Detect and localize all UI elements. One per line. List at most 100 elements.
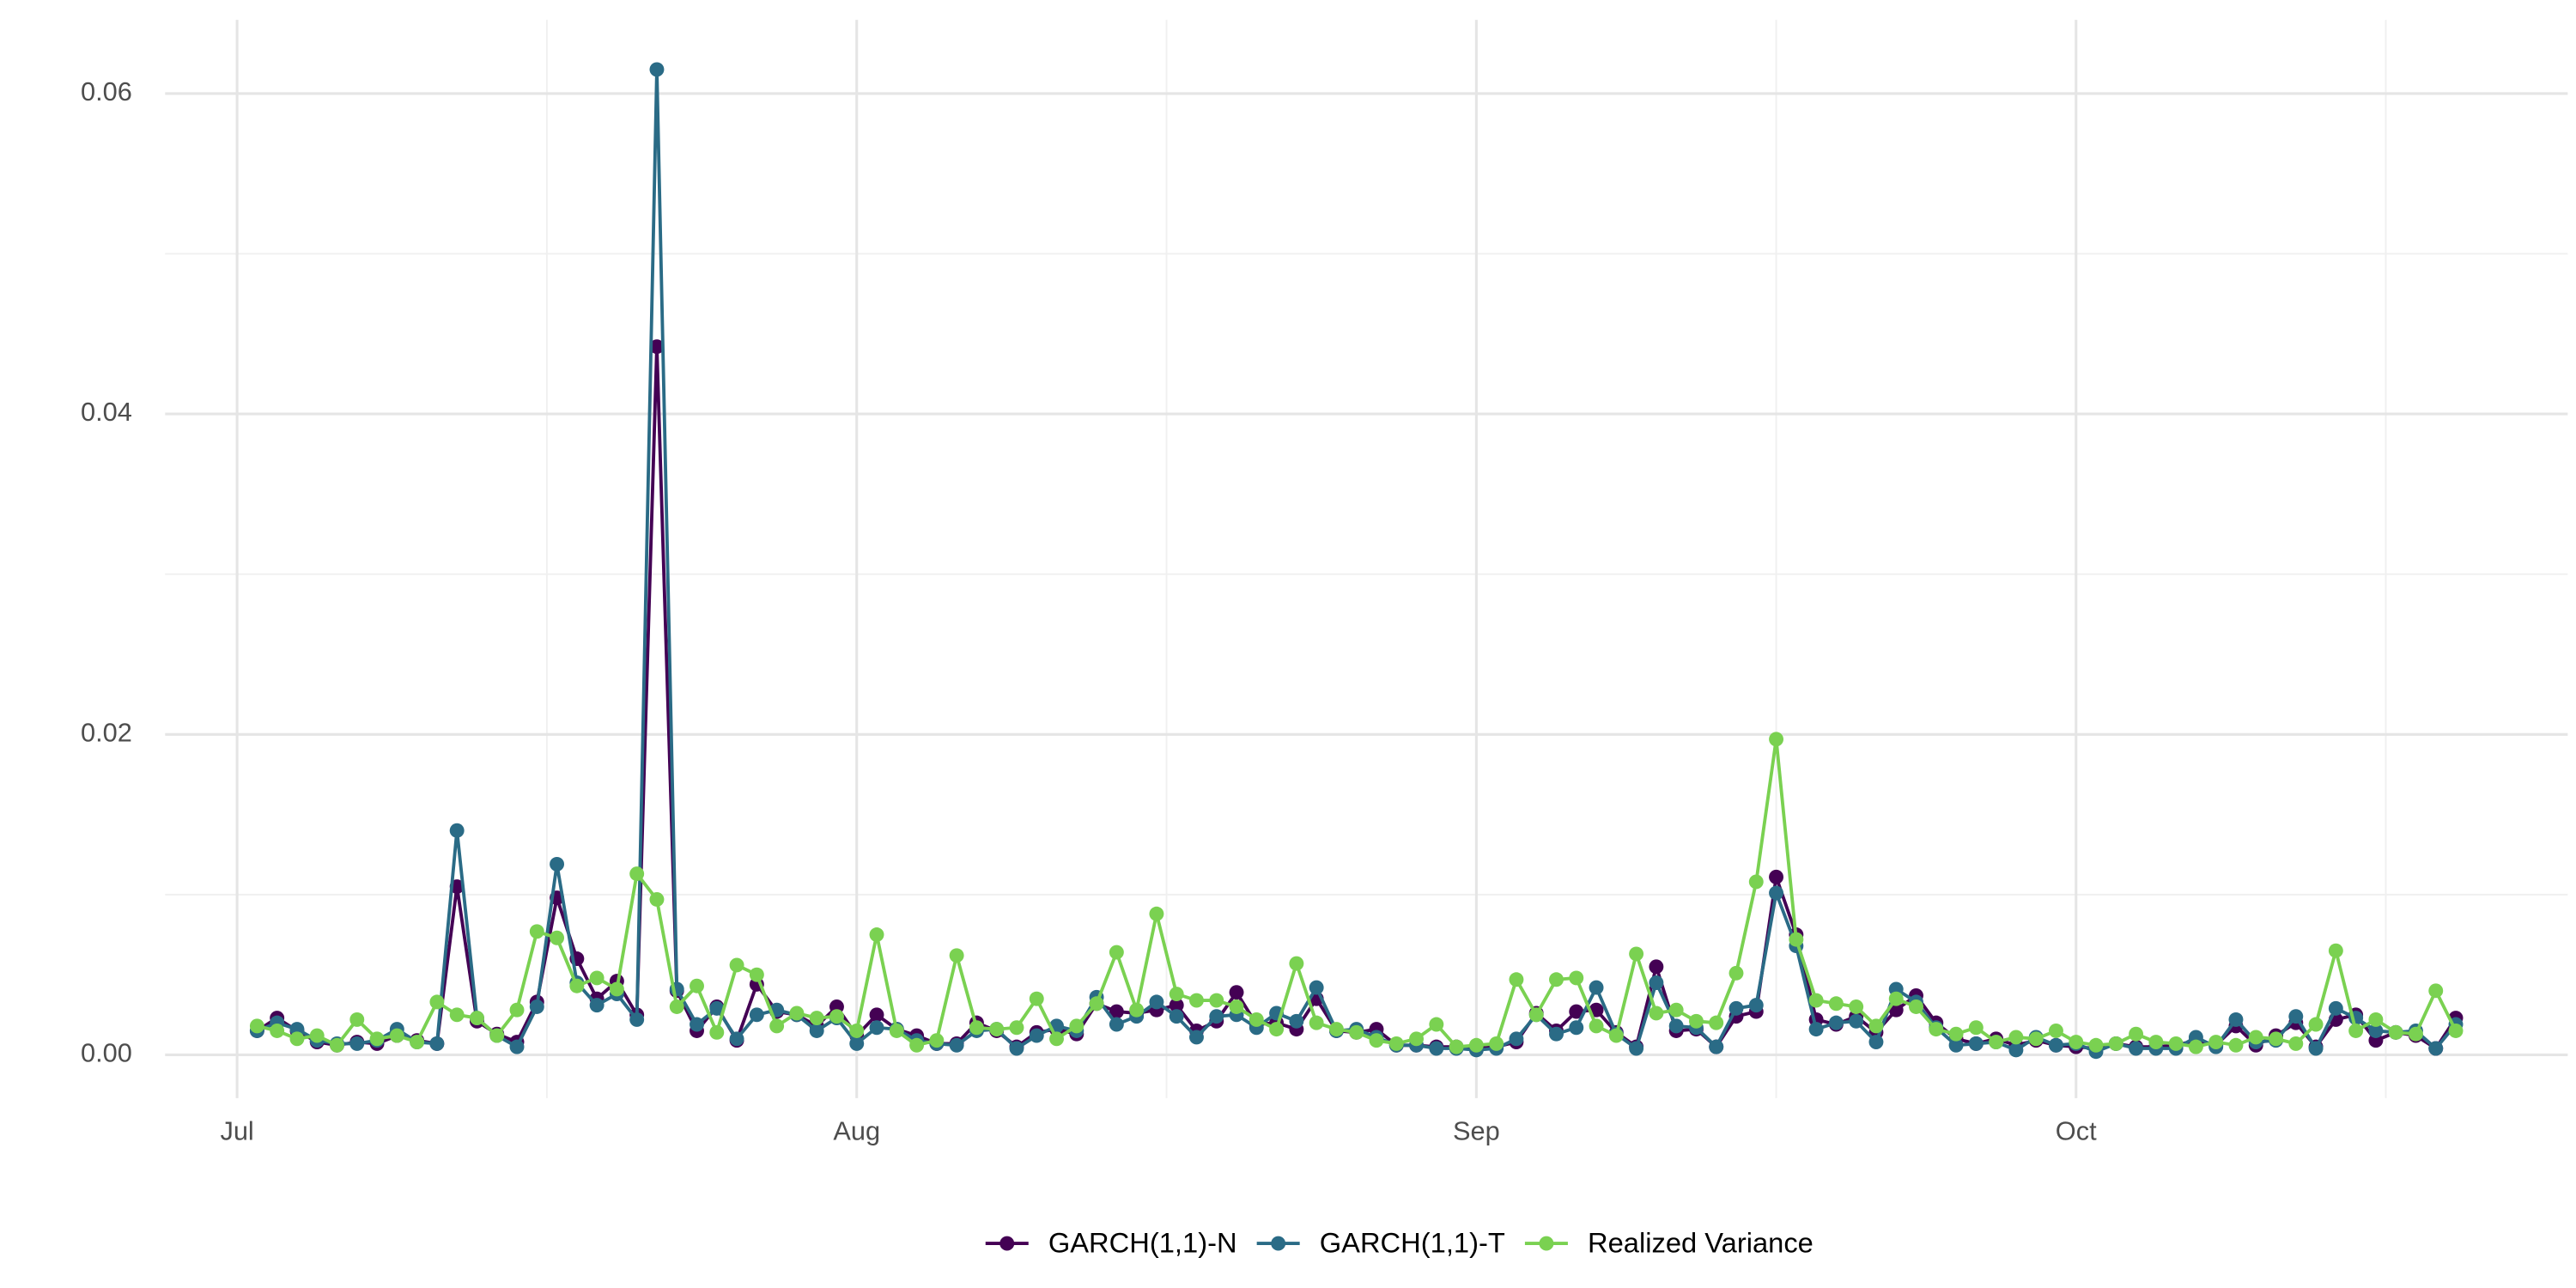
data-point — [1069, 1018, 1084, 1034]
data-point — [849, 1036, 865, 1051]
grid: 0.00 0.02 0.04 0.06 Jul Aug Sep Oct — [81, 20, 2568, 1145]
data-point — [2028, 1031, 2044, 1047]
data-point — [2308, 1041, 2324, 1056]
data-point — [1169, 998, 1184, 1013]
data-point — [1429, 1041, 1444, 1056]
data-point — [1808, 1022, 1824, 1037]
y-tick-label: 0.06 — [81, 76, 132, 106]
data-point — [1629, 1041, 1644, 1056]
data-point — [1629, 946, 1644, 962]
data-point — [629, 866, 645, 882]
data-point — [2048, 1024, 2063, 1038]
data-point — [1109, 945, 1124, 960]
data-point — [270, 1024, 285, 1038]
data-point — [1748, 874, 1764, 890]
data-point — [569, 978, 585, 993]
data-point — [1549, 1026, 1564, 1042]
data-point — [2088, 1037, 2104, 1053]
data-point — [909, 1037, 925, 1053]
data-point — [2328, 943, 2343, 958]
data-point — [1109, 1017, 1124, 1032]
data-point — [709, 1024, 725, 1040]
data-point — [969, 1020, 984, 1036]
data-point — [1728, 1000, 1744, 1016]
data-point — [1888, 991, 1904, 1006]
data-point — [1849, 999, 1864, 1014]
data-point — [1489, 1036, 1504, 1051]
data-point — [410, 1035, 425, 1050]
data-point — [1089, 996, 1104, 1012]
data-point — [1649, 1005, 1664, 1021]
data-point — [649, 62, 665, 77]
data-point — [1309, 980, 1324, 995]
data-point — [2248, 1030, 2263, 1045]
data-point — [769, 1018, 785, 1034]
data-point — [749, 967, 764, 982]
x-tick-label: Jul — [220, 1115, 253, 1145]
data-point — [2108, 1036, 2123, 1051]
data-point — [1569, 1004, 1584, 1019]
plot-area — [249, 62, 2464, 1060]
data-point — [2069, 1035, 2084, 1050]
data-point — [1589, 1018, 1604, 1034]
data-point — [1229, 999, 1244, 1014]
data-point — [2269, 1031, 2283, 1047]
data-point — [1948, 1026, 1964, 1042]
data-point — [1289, 1013, 1304, 1029]
data-point — [649, 339, 665, 355]
data-point — [729, 1031, 744, 1047]
data-point — [749, 1007, 764, 1023]
data-point — [1748, 998, 1764, 1013]
legend-label: GARCH(1,1)-T — [1320, 1227, 1505, 1259]
series-line — [256, 67, 2458, 1054]
data-point — [2428, 983, 2444, 999]
data-point — [550, 930, 565, 945]
data-point — [1149, 994, 1164, 1010]
data-point — [1668, 1002, 1684, 1018]
x-tick-label: Oct — [2056, 1115, 2097, 1145]
data-point — [609, 981, 624, 997]
data-point — [1269, 1022, 1285, 1037]
data-point — [2288, 1036, 2304, 1051]
data-point — [469, 1011, 484, 1026]
data-point — [690, 1017, 704, 1032]
data-point — [1569, 1020, 1584, 1036]
data-point — [1189, 993, 1204, 1008]
legend-item: Realized Variance — [1524, 1227, 1814, 1259]
data-point — [1049, 1031, 1064, 1047]
data-point — [389, 1028, 404, 1043]
data-point — [789, 1005, 805, 1021]
legend-label: Realized Variance — [1588, 1227, 1814, 1259]
data-point — [369, 1031, 385, 1047]
data-point — [349, 1012, 365, 1027]
data-point — [2448, 1024, 2464, 1038]
data-point — [2409, 1026, 2423, 1042]
data-point — [1528, 1007, 1544, 1023]
data-point — [1769, 869, 1784, 884]
data-point — [690, 978, 704, 993]
y-tick-label: 0.02 — [81, 717, 132, 747]
data-point — [949, 1037, 964, 1053]
data-point — [809, 1024, 824, 1038]
data-point — [1309, 1015, 1324, 1030]
data-point — [1209, 1009, 1224, 1024]
data-point — [509, 1002, 525, 1018]
data-point — [869, 927, 884, 942]
legend-marker — [1539, 1236, 1554, 1251]
data-point — [1569, 970, 1584, 986]
data-point — [1169, 1009, 1184, 1024]
data-point — [829, 1009, 844, 1024]
data-point — [889, 1024, 904, 1038]
data-point — [1109, 1004, 1124, 1019]
data-point — [2129, 1041, 2144, 1056]
x-tick-label: Aug — [833, 1115, 880, 1145]
data-point — [1968, 1020, 1984, 1036]
data-point — [989, 1022, 1005, 1037]
data-point — [249, 1018, 264, 1034]
data-point — [2228, 1037, 2244, 1053]
data-point — [1509, 972, 1524, 987]
data-point — [1968, 1036, 1984, 1051]
data-point — [1929, 1022, 1944, 1037]
